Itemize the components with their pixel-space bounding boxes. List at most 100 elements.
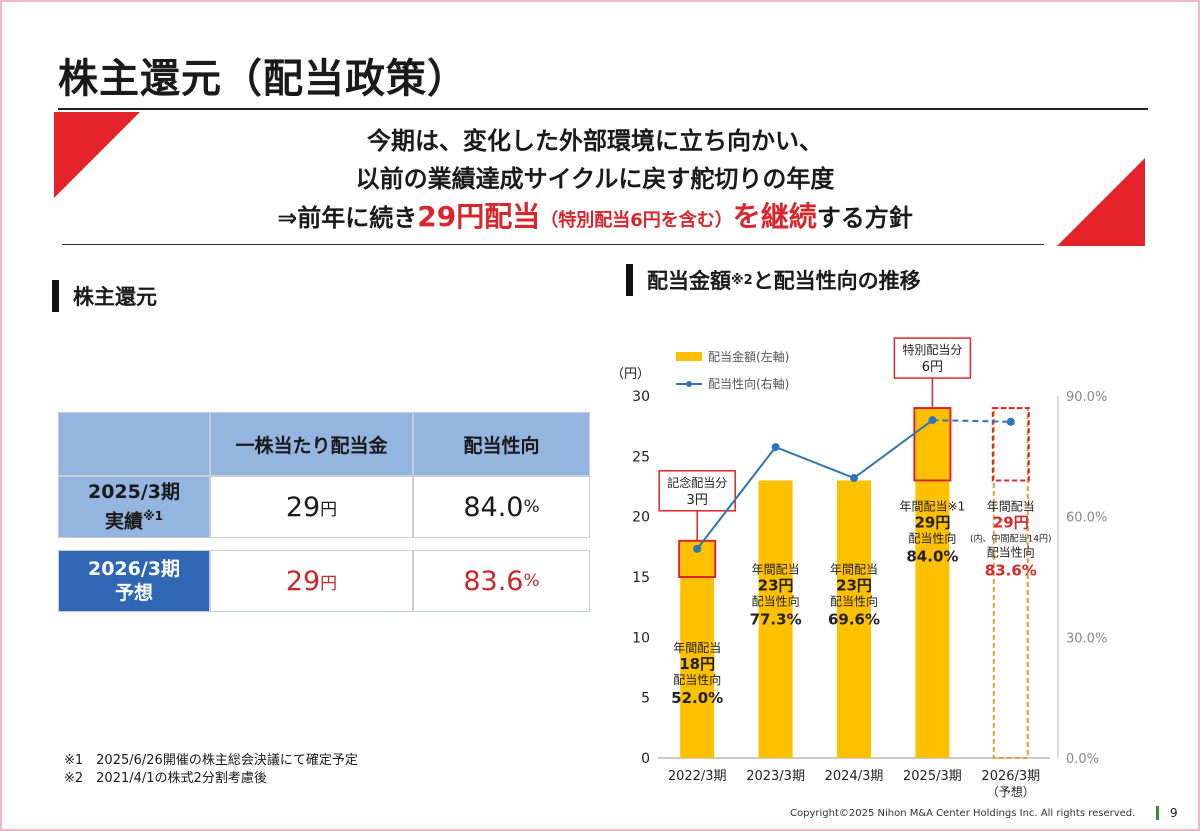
payout-point — [928, 416, 937, 425]
table-row-label: 2026/3期 予想 — [58, 550, 210, 612]
callout-line-1: 特別配当分 — [902, 342, 962, 357]
y-tick-label: 25 — [632, 449, 650, 465]
bar-label-payout-title: 配当性向 — [673, 672, 721, 687]
table-header-row: 一株当たり配当金 配当性向 — [58, 412, 590, 476]
bar-label-payout: 84.0% — [906, 548, 958, 566]
y2-tick-label: 0.0% — [1066, 752, 1099, 767]
forecast-special-box — [991, 407, 1030, 482]
legend-line-label: 配当性向(右軸) — [708, 376, 789, 391]
section-marker — [626, 264, 633, 296]
y2-tick-label: 90.0% — [1066, 390, 1107, 405]
section-heading-text: 株主還元 — [73, 285, 157, 309]
bar — [758, 480, 793, 758]
legend-bar-swatch — [676, 352, 702, 361]
payout-line — [696, 419, 933, 550]
payout-point — [850, 474, 858, 483]
dividend-chart: 0 5 10 15 20 25 30 （円） 0.0% 30.0% 60.0% 90.0% 配当金額(左… — [611, 337, 1107, 799]
bar-label-dividend: 18円 — [679, 655, 715, 673]
bar — [915, 408, 950, 758]
bar-label-title: 年間配当※1 — [900, 500, 966, 514]
y-unit-label: （円） — [611, 367, 650, 382]
callout-box — [893, 337, 972, 379]
bar-label-payout: 52.0% — [671, 689, 723, 707]
dividend-value: 29 円 — [210, 476, 413, 538]
y-tick-label: 15 — [632, 570, 650, 586]
payout-point — [771, 443, 780, 452]
callout-line-2: 3円 — [687, 493, 708, 508]
bar-label-title: 年間配当 — [830, 562, 878, 576]
banner-divider — [62, 244, 1044, 245]
payout-number: 84.0 — [463, 491, 524, 523]
bar-label-dividend: 23円 — [836, 576, 872, 594]
payout-unit: % — [523, 571, 540, 591]
banner-line-1: 今期は、変化した外部環境に立ち向かい、 — [367, 127, 823, 155]
bar-label-payout-title: 配当性向 — [908, 531, 956, 546]
bar-label-payout: 83.6% — [985, 562, 1037, 580]
banner-special-note: （特別配当6円を含む） — [540, 210, 733, 231]
banner-line-3: ⇒前年に続き29円配当（特別配当6円を含む）を継続する方針 — [140, 198, 1050, 240]
dividend-unit: 円 — [320, 499, 338, 520]
payout-unit: % — [523, 497, 540, 517]
section-heading-text: 配当金額 — [647, 269, 731, 293]
payout-line-forecast — [932, 419, 1011, 423]
page-title: 株主還元（配当政策） — [58, 56, 468, 102]
callout-box — [658, 470, 736, 512]
legend-bar-label: 配当金額(左軸) — [708, 349, 789, 364]
section-heading-shareholder-return: 株主還元 — [52, 280, 157, 312]
banner-line-3-post: する方針 — [816, 204, 913, 232]
table-row-2025: 2025/3期 実績※1 29 円 84.0% — [58, 476, 590, 538]
x-tick-label: 2024/3期 — [825, 769, 884, 784]
banner-dividend-highlight: 29円配当 — [417, 200, 541, 233]
section-heading-sup: ※2 — [731, 272, 753, 288]
bar-label-dividend: 29円 — [914, 514, 950, 532]
payout-point — [693, 544, 702, 553]
footer-accent — [1156, 806, 1159, 820]
x-tick-label: 2023/3期 — [746, 769, 805, 784]
x-tick-label: 2026/3期 — [981, 769, 1040, 784]
section-marker — [52, 280, 59, 312]
section-heading-dividend-trend: 配当金額 ※2 と配当性向の推移 — [626, 264, 921, 296]
payout-value: 84.0% — [413, 476, 590, 538]
row-label-sup: ※1 — [143, 509, 164, 524]
row-label-period: 2025/3期 — [87, 481, 181, 504]
y-tick-label: 5 — [641, 691, 650, 707]
table-header-blank — [58, 412, 210, 476]
table-header-payout: 配当性向 — [413, 412, 590, 476]
bar-label-payout: 77.3% — [750, 610, 802, 628]
x-tick-label: 2025/3期 — [903, 769, 962, 784]
callout-line-2: 6円 — [922, 360, 943, 375]
bar-label-payout-title: 配当性向 — [830, 593, 878, 608]
row-label-type-text: 実績 — [104, 510, 143, 533]
policy-banner: 今期は、変化した外部環境に立ち向かい、 以前の業績達成サイクルに戻す舵切りの年度… — [140, 122, 1050, 240]
x-tick-sublabel: （予想） — [987, 784, 1035, 799]
footnote-1: ※1 2025/6/26開催の株主総会決議にて確定予定 — [64, 753, 358, 768]
y-tick-label: 10 — [632, 630, 650, 646]
section-heading-text-post: と配当性向の推移 — [752, 269, 921, 293]
banner-corner-left — [54, 112, 140, 198]
bar-label-title: 年間配当 — [673, 641, 721, 655]
bar-forecast — [992, 407, 1029, 759]
page-number: 9 — [1170, 806, 1178, 820]
y-tick-label: 20 — [632, 510, 650, 526]
payout-number: 83.6 — [463, 565, 524, 597]
bar-label-title: 年間配当 — [752, 562, 800, 576]
y-tick-label: 0 — [641, 751, 650, 767]
x-tick-label: 2022/3期 — [668, 769, 727, 784]
bar — [837, 480, 871, 758]
y2-tick-label: 60.0% — [1066, 511, 1107, 526]
bar-label-payout-title: 配当性向 — [752, 593, 800, 608]
dividend-number: 29 — [285, 491, 321, 523]
bar-label-payout-title: 配当性向 — [987, 545, 1035, 560]
y2-tick-label: 30.0% — [1066, 631, 1107, 646]
row-label-type: 予想 — [114, 582, 153, 604]
dividend-unit: 円 — [320, 573, 338, 594]
row-label-type: 実績※1 — [105, 504, 163, 533]
dividend-value: 29 円 — [210, 550, 413, 612]
banner-continue-highlight: を継続 — [732, 200, 817, 233]
bar-label-dividend: 23円 — [758, 576, 794, 594]
banner-corner-right — [1057, 158, 1145, 246]
row-label-period: 2026/3期 — [87, 558, 181, 580]
dividend-table: 一株当たり配当金 配当性向 2025/3期 実績※1 29 円 84.0% 202… — [58, 412, 590, 612]
copyright: Copyright©2025 Nihon M&A Center Holdings… — [790, 808, 1136, 819]
bar-label-title: 年間配当 — [987, 500, 1035, 514]
